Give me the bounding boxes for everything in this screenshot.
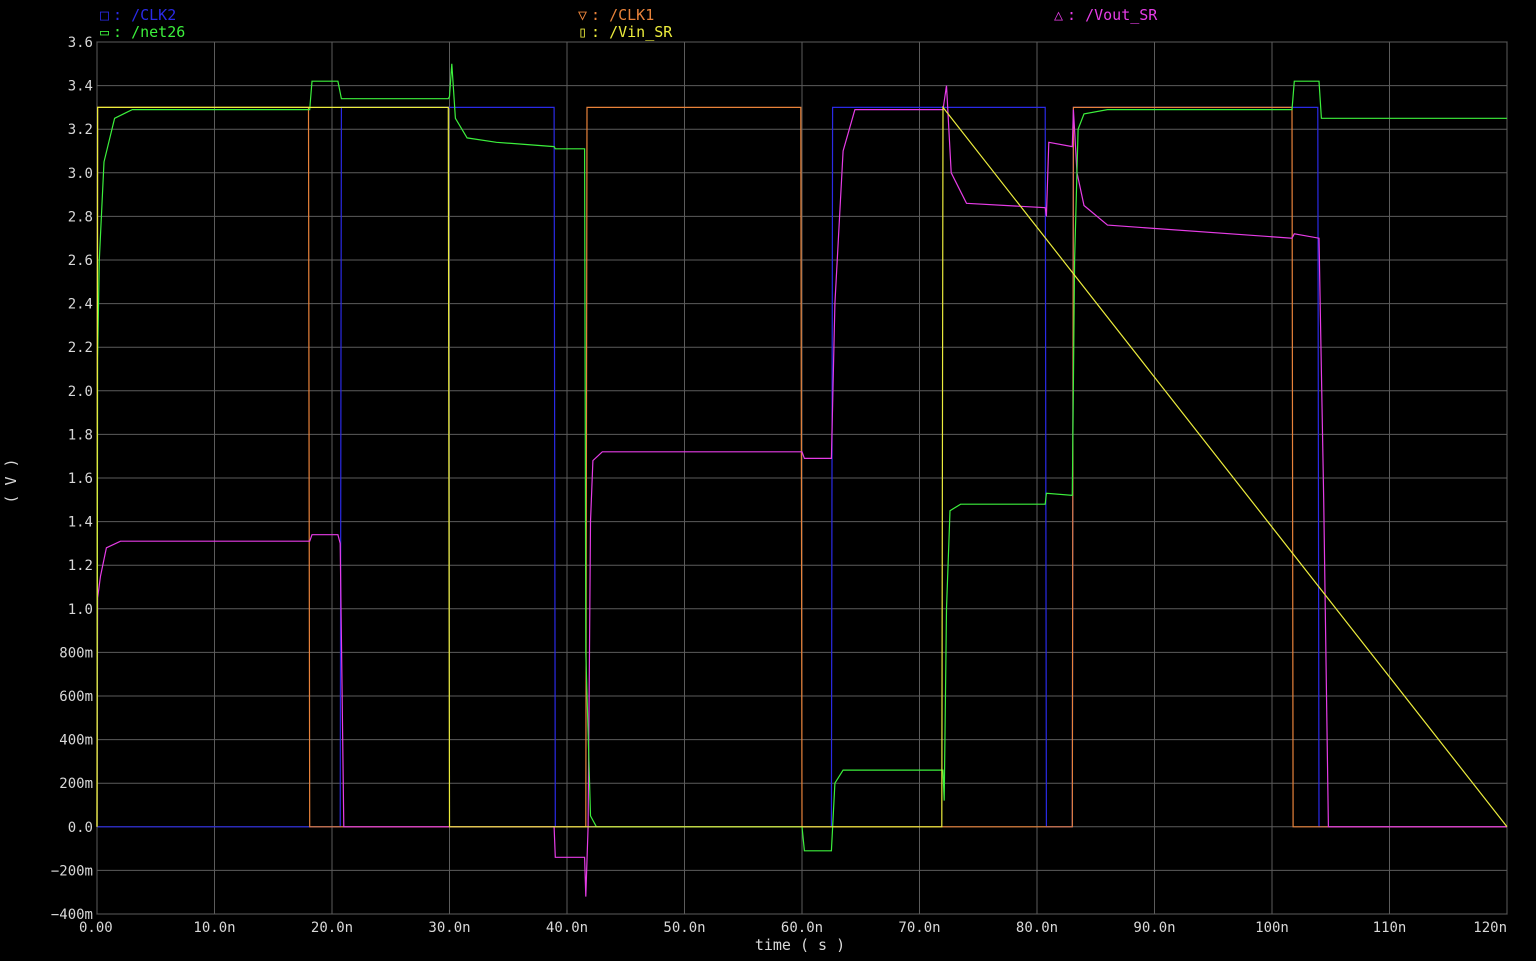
x-tick-label: 120n [1473, 920, 1507, 936]
y-tick-label: 2.8 [68, 209, 93, 225]
y-tick-label: 1.6 [68, 471, 93, 487]
legend-label: : /Vin_SR [591, 23, 673, 41]
x-tick-labels: 0.00 10.0n 20.0n 30.0n 40.0n 50.0n 60.0n 70.0n 8… [79, 920, 1507, 936]
y-tick-labels: 3.6 3.4 3.2 3.0 2.8 2.6 2.4 2.2 2.0 1.8 1.6 1.4 1.2 1… [51, 35, 93, 923]
y-tick-label: 2.4 [68, 297, 93, 313]
y-tick-label: 400m [59, 733, 93, 749]
y-tick-label: 1.8 [68, 427, 93, 443]
x-tick-label: 10.0n [193, 920, 235, 936]
legend-item-clk1[interactable]: ▽: /CLK1 [578, 6, 654, 24]
y-tick-label: 2.2 [68, 340, 93, 356]
x-axis-label: time ( s ) [755, 936, 845, 954]
y-tick-label: −200m [51, 863, 93, 879]
x-tick-label: 20.0n [311, 920, 353, 936]
y-tick-label: 600m [59, 689, 93, 705]
legend-label: : /CLK1 [591, 6, 655, 24]
trace-vinsr[interactable] [96, 105, 1508, 828]
legend-label: : /net26 [113, 23, 186, 41]
y-tick-label: 3.0 [68, 166, 93, 182]
y-tick-label: 200m [59, 776, 93, 792]
x-tick-label: 0.00 [79, 920, 113, 936]
y-tick-label: 1.4 [68, 515, 93, 531]
y-tick-label: 1.0 [68, 602, 93, 618]
rect-marker-icon: ▯ [578, 23, 588, 41]
x-tick-label: 60.0n [781, 920, 823, 936]
x-tick-label: 110n [1373, 920, 1407, 936]
x-tick-label: 50.0n [663, 920, 705, 936]
legend-item-clk2[interactable]: □: /CLK2 [100, 6, 176, 24]
x-tick-label: 80.0n [1016, 920, 1058, 936]
x-tick-label: 30.0n [428, 920, 470, 936]
x-tick-label: 90.0n [1133, 920, 1175, 936]
legend-item-vout-sr[interactable]: △: /Vout_SR [1054, 6, 1157, 24]
y-tick-label: 3.4 [68, 79, 93, 95]
x-tick-label: 40.0n [546, 920, 588, 936]
legend-item-vin-sr[interactable]: ▯: /Vin_SR [578, 23, 672, 41]
y-axis-label: ( V ) [2, 458, 20, 503]
legend-item-net26[interactable]: ▭: /net26 [100, 23, 185, 41]
y-tick-label: 800m [59, 645, 93, 661]
traces[interactable] [96, 63, 1508, 897]
y-tick-label: 2.6 [68, 253, 93, 269]
y-tick-label: 0.0 [68, 820, 93, 836]
y-tick-label: 2.0 [68, 384, 93, 400]
trace-voutsr[interactable] [96, 85, 1507, 897]
y-tick-label: 3.6 [68, 35, 93, 51]
triangle-down-marker-icon: ▽ [578, 6, 588, 24]
y-tick-label: 3.2 [68, 122, 93, 138]
rect-marker-icon: ▭ [100, 23, 110, 41]
x-tick-label: 70.0n [898, 920, 940, 936]
square-marker-icon: □ [100, 6, 110, 24]
y-tick-label: 1.2 [68, 558, 93, 574]
triangle-up-marker-icon: △ [1054, 6, 1064, 24]
y-tick-label: −400m [51, 907, 93, 923]
legend-label: : /Vout_SR [1067, 6, 1158, 24]
legend-label: : /CLK2 [113, 6, 177, 24]
x-tick-label: 100n [1255, 920, 1289, 936]
